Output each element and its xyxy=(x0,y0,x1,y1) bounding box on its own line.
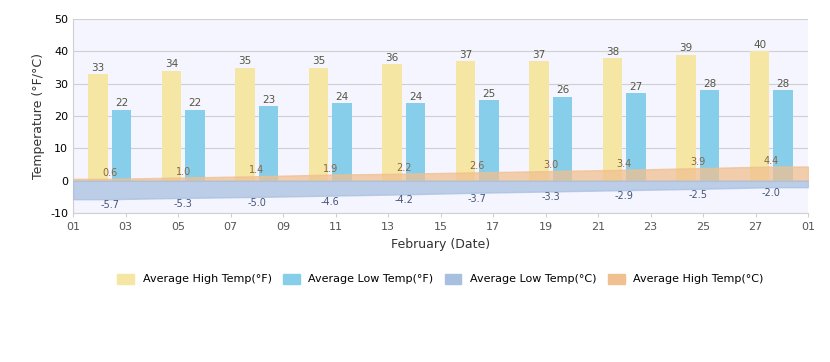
Bar xyxy=(456,61,476,181)
Text: 36: 36 xyxy=(385,53,398,63)
Y-axis label: Temperature (°F/°C): Temperature (°F/°C) xyxy=(32,53,45,179)
Bar xyxy=(603,58,622,181)
Bar xyxy=(406,103,425,181)
Text: 33: 33 xyxy=(91,63,105,73)
Text: 23: 23 xyxy=(261,95,275,105)
Bar xyxy=(111,110,131,181)
Text: 28: 28 xyxy=(703,79,716,89)
Text: -4.2: -4.2 xyxy=(394,195,413,205)
Text: -2.9: -2.9 xyxy=(615,191,633,201)
Text: -3.7: -3.7 xyxy=(468,194,486,204)
Bar xyxy=(309,68,329,181)
Text: 27: 27 xyxy=(629,82,642,92)
Text: -4.6: -4.6 xyxy=(321,197,339,207)
Text: 37: 37 xyxy=(533,50,546,60)
Bar xyxy=(553,97,572,181)
Text: 39: 39 xyxy=(680,43,693,53)
Text: 35: 35 xyxy=(238,56,251,66)
Bar xyxy=(332,103,352,181)
Text: -5.0: -5.0 xyxy=(247,198,266,208)
Bar xyxy=(700,90,719,181)
Text: 37: 37 xyxy=(459,50,472,60)
Text: 35: 35 xyxy=(312,56,325,66)
Text: 26: 26 xyxy=(556,85,569,95)
Bar xyxy=(259,106,278,181)
Bar xyxy=(236,68,255,181)
Text: -3.3: -3.3 xyxy=(541,192,560,202)
Text: 1.9: 1.9 xyxy=(323,164,338,174)
Text: 34: 34 xyxy=(165,59,178,70)
Text: 24: 24 xyxy=(335,92,349,102)
Legend: Average High Temp(°F), Average Low Temp(°F), Average Low Temp(°C), Average High : Average High Temp(°F), Average Low Temp(… xyxy=(113,269,769,289)
Bar xyxy=(773,90,793,181)
Bar xyxy=(626,93,646,181)
Bar xyxy=(383,64,402,181)
Bar xyxy=(479,100,499,181)
Text: 22: 22 xyxy=(188,98,202,108)
Text: 24: 24 xyxy=(408,92,422,102)
Text: 22: 22 xyxy=(115,98,128,108)
Text: 0.6: 0.6 xyxy=(102,168,117,178)
Text: -5.7: -5.7 xyxy=(100,200,120,210)
Bar xyxy=(185,110,205,181)
Text: -2.5: -2.5 xyxy=(688,190,707,200)
Text: 4.4: 4.4 xyxy=(764,156,779,165)
Text: 38: 38 xyxy=(606,47,619,56)
Text: -5.3: -5.3 xyxy=(173,199,193,209)
Bar xyxy=(530,61,549,181)
Bar xyxy=(162,71,182,181)
Bar xyxy=(88,74,108,181)
Text: 3.9: 3.9 xyxy=(690,157,706,167)
Text: 1.0: 1.0 xyxy=(176,167,191,177)
Text: 2.6: 2.6 xyxy=(470,161,485,171)
Text: -2.0: -2.0 xyxy=(762,188,781,198)
Bar xyxy=(749,51,769,181)
Text: 28: 28 xyxy=(776,79,789,89)
Bar xyxy=(676,55,696,181)
Text: 1.4: 1.4 xyxy=(249,165,265,175)
Text: 3.0: 3.0 xyxy=(543,160,559,170)
Text: 2.2: 2.2 xyxy=(396,163,412,173)
Text: 40: 40 xyxy=(753,40,766,50)
Text: 25: 25 xyxy=(482,89,496,98)
X-axis label: February (Date): February (Date) xyxy=(391,238,490,251)
Text: 3.4: 3.4 xyxy=(617,159,632,169)
